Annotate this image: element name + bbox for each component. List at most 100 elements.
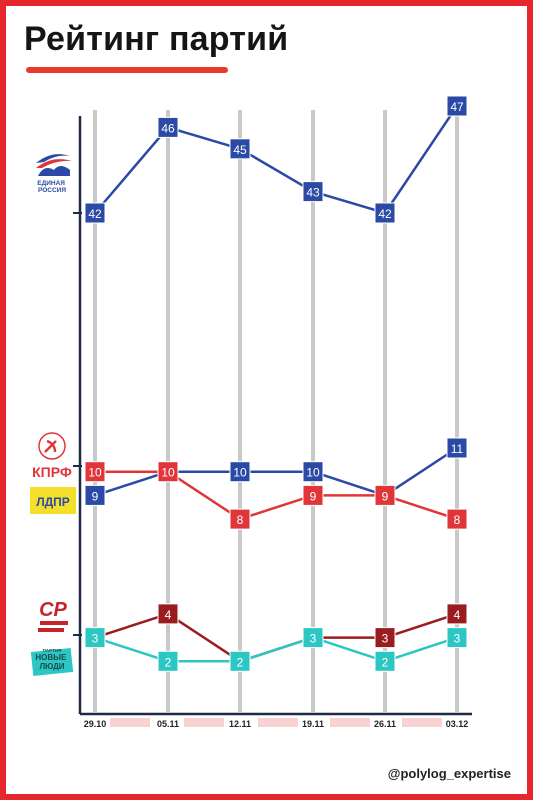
data-marker — [446, 95, 468, 117]
data-marker — [446, 603, 468, 625]
data-label: 3 — [92, 632, 99, 646]
data-point-nl: 2 — [374, 650, 396, 672]
nl-logo-text: НОВЫЕ ЛЮДИ — [35, 653, 68, 671]
x-tick-label: 05.11 — [157, 719, 179, 729]
data-point-nl: 3 — [84, 627, 106, 649]
nl-logo: ПАРТИЯ НОВЫЕ ЛЮДИ — [30, 647, 74, 677]
data-marker — [374, 650, 396, 672]
data-label: 10 — [306, 466, 320, 480]
data-marker — [229, 138, 251, 160]
data-marker — [446, 627, 468, 649]
data-label: 2 — [165, 655, 172, 669]
data-label: 46 — [161, 121, 175, 135]
data-point-ldpr: 10 — [302, 461, 324, 483]
ldpr-badge — [30, 487, 76, 514]
er-flag-red — [36, 159, 72, 168]
date-highlight — [258, 718, 298, 727]
data-marker — [84, 627, 106, 649]
data-label: 42 — [378, 207, 392, 221]
watermark-handle: @polylog_expertise — [387, 766, 511, 781]
page-title: Рейтинг партий — [24, 20, 289, 58]
data-point-nl: 2 — [157, 650, 179, 672]
er-bear-icon — [38, 166, 70, 176]
sr-bar-2 — [38, 628, 64, 632]
data-marker — [302, 461, 324, 483]
ldpr-logo: ЛДПР — [30, 487, 76, 514]
x-tick-label: 26.11 — [374, 719, 396, 729]
data-point-er: 47 — [446, 95, 468, 117]
x-tick-label: 19.11 — [302, 719, 324, 729]
data-point-er: 43 — [302, 181, 324, 203]
data-label: 8 — [454, 513, 461, 527]
data-point-er: 45 — [229, 138, 251, 160]
data-marker — [229, 650, 251, 672]
sr-bar-1 — [40, 621, 68, 625]
data-marker — [374, 484, 396, 506]
data-label: 3 — [454, 632, 461, 646]
er-flag-blue — [36, 154, 70, 163]
data-marker — [157, 603, 179, 625]
series-line-er — [94, 105, 459, 215]
series-line-nl — [94, 636, 458, 663]
data-point-kprf: 10 — [84, 461, 106, 483]
data-marker — [157, 650, 179, 672]
er-logo-text: ЕДИНАЯ РОССИЯ — [37, 180, 67, 194]
data-marker — [374, 627, 396, 649]
date-highlight — [330, 718, 370, 727]
data-point-kprf: 9 — [374, 484, 396, 506]
kprf-logo-text: КПРФ — [32, 464, 72, 480]
data-label: 10 — [161, 466, 175, 480]
date-highlight — [402, 718, 442, 727]
data-marker — [446, 437, 468, 459]
data-point-kprf: 8 — [229, 508, 251, 530]
x-tick-label: 03.12 — [446, 719, 469, 729]
data-point-ldpr: 10 — [229, 461, 251, 483]
data-marker — [302, 627, 324, 649]
data-marker — [157, 116, 179, 138]
series-line-ldpr — [94, 446, 458, 497]
sr-logo-text: СР — [39, 599, 67, 621]
data-point-er: 46 — [157, 116, 179, 138]
title-underline — [26, 67, 228, 73]
x-tick-label: 29.10 — [84, 719, 107, 729]
data-marker — [84, 461, 106, 483]
kprf-ring — [38, 432, 66, 460]
data-label: 9 — [92, 489, 99, 503]
data-label: 45 — [233, 143, 247, 157]
data-point-ldpr: 11 — [446, 437, 468, 459]
data-marker — [302, 484, 324, 506]
x-tick-label: 12.11 — [229, 719, 251, 729]
data-point-nl: 3 — [302, 627, 324, 649]
data-label: 43 — [306, 186, 320, 200]
data-point-sr: 3 — [374, 627, 396, 649]
data-label: 2 — [237, 655, 244, 669]
data-point-ldpr: 9 — [84, 484, 106, 506]
data-marker — [229, 508, 251, 530]
data-label: 8 — [237, 513, 244, 527]
data-label: 3 — [310, 632, 317, 646]
data-label: 9 — [382, 489, 389, 503]
data-marker — [229, 461, 251, 483]
nl-logo-small-text: ПАРТИЯ — [43, 648, 62, 653]
data-label: 2 — [382, 655, 389, 669]
data-marker — [84, 484, 106, 506]
data-point-nl: 3 — [446, 627, 468, 649]
data-marker — [302, 181, 324, 203]
data-point-sr: 4 — [446, 603, 468, 625]
data-point-er: 42 — [84, 202, 106, 224]
date-highlight — [110, 718, 150, 727]
data-point-nl: 2 — [229, 650, 251, 672]
ldpr-logo-text: ЛДПР — [36, 495, 70, 509]
data-label: 4 — [454, 608, 461, 622]
data-marker — [446, 508, 468, 530]
data-label: 47 — [450, 100, 464, 114]
nl-badge — [30, 647, 74, 677]
data-label: 3 — [382, 632, 389, 646]
data-label: 42 — [88, 207, 102, 221]
er-logo: ЕДИНАЯ РОССИЯ — [36, 154, 72, 194]
data-label: 10 — [88, 466, 102, 480]
data-marker — [84, 202, 106, 224]
data-point-kprf: 10 — [157, 461, 179, 483]
